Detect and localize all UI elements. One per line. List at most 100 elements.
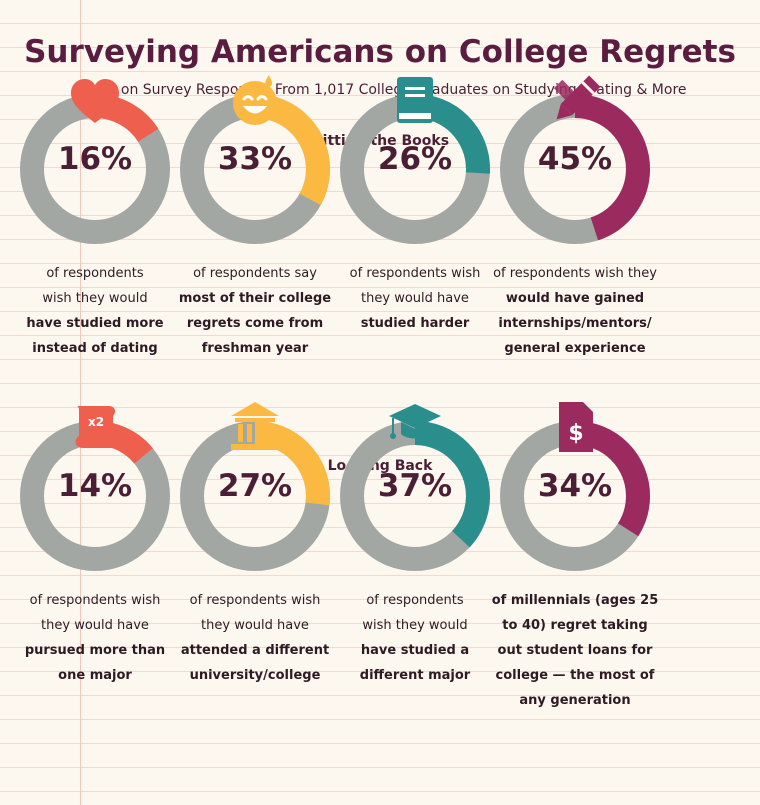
description-line: they would have bbox=[321, 286, 509, 311]
description-text: of respondents wish bbox=[349, 266, 481, 281]
description-text: of respondents say bbox=[193, 266, 317, 281]
stat-description: of respondents wish they would have studie… bbox=[321, 261, 509, 336]
description-line: of millennials (ages 25 bbox=[481, 588, 669, 613]
stat-card: x2 14% of respondents wish they would have p… bbox=[15, 406, 175, 736]
stat-card: $34% of millennials (ages 25 to 40) regret… bbox=[492, 402, 658, 736]
graduation-cap-icon bbox=[389, 404, 441, 439]
description-text: general experience bbox=[504, 341, 646, 356]
description-line: of respondents wish bbox=[321, 261, 509, 286]
description-line: of respondents wish bbox=[1, 588, 189, 613]
stat-card: 26% of respondents wish they would have stu… bbox=[335, 77, 495, 409]
description-line: would have gained bbox=[481, 286, 669, 311]
description-line: wish they would bbox=[1, 286, 189, 311]
description-text: out student loans for bbox=[497, 643, 653, 658]
percentage-value: 27% bbox=[217, 468, 293, 504]
stat-description: of respondents say most of their college r… bbox=[161, 261, 349, 361]
stat-description: of respondents wish they would have attend… bbox=[161, 588, 349, 688]
description-text: wish they would bbox=[362, 618, 468, 633]
description-line: any generation bbox=[481, 688, 669, 713]
smiley-sweat-icon bbox=[233, 75, 277, 125]
percentage-value: 33% bbox=[217, 141, 293, 177]
dollar-document-icon: $ bbox=[559, 402, 593, 452]
description-line: regrets come from bbox=[161, 311, 349, 336]
description-line: pursued more than bbox=[1, 638, 189, 663]
description-line: have studied a bbox=[321, 638, 509, 663]
stat-description: of respondents wish they would have studie… bbox=[1, 261, 189, 361]
description-text: have studied a bbox=[360, 643, 470, 658]
description-text: to 40) regret taking bbox=[502, 618, 648, 633]
description-text: one major bbox=[58, 668, 132, 683]
book-icon bbox=[397, 77, 433, 123]
page-subtitle: Based on Survey Responses From 1,017 Col… bbox=[73, 82, 687, 98]
stat-description: of respondents wish they would have pursue… bbox=[1, 588, 189, 688]
stat-description: of respondents wish they would have gaine… bbox=[481, 261, 669, 361]
description-text: most of their college bbox=[178, 291, 332, 306]
description-line: of respondents wish bbox=[161, 588, 349, 613]
description-text: of respondents wish they bbox=[493, 266, 657, 281]
percentage-value: 37% bbox=[377, 468, 453, 504]
description-line: university/college bbox=[161, 663, 349, 688]
university-building-icon bbox=[231, 402, 279, 450]
donut-value-arc bbox=[180, 421, 330, 571]
description-text: freshman year bbox=[201, 341, 309, 356]
stat-card: 27% of respondents wish they would have att… bbox=[175, 402, 335, 736]
description-text: internships/mentors/ bbox=[498, 316, 652, 331]
description-line: instead of dating bbox=[1, 336, 189, 361]
description-line: most of their college bbox=[161, 286, 349, 311]
description-line: college — the most of bbox=[481, 663, 669, 688]
description-text: they would have bbox=[41, 618, 149, 633]
pencil-icon bbox=[553, 75, 601, 120]
stat-card: 16% of respondents wish they would have stu… bbox=[15, 79, 175, 409]
description-text: college — the most of bbox=[495, 668, 655, 683]
description-line: of respondents wish they bbox=[481, 261, 669, 286]
description-line: wish they would bbox=[321, 613, 509, 638]
svg-text:x2: x2 bbox=[88, 415, 104, 429]
description-text: any generation bbox=[519, 693, 631, 708]
description-text: would have gained bbox=[505, 291, 645, 306]
description-line: general experience bbox=[481, 336, 669, 361]
description-text: different major bbox=[359, 668, 471, 683]
description-line: have studied more bbox=[1, 311, 189, 336]
description-line: internships/mentors/ bbox=[481, 311, 669, 336]
description-line: out student loans for bbox=[481, 638, 669, 663]
description-text: instead of dating bbox=[32, 341, 158, 356]
description-text: of millennials (ages 25 bbox=[491, 593, 659, 608]
description-text: studied harder bbox=[360, 316, 470, 331]
description-text: wish they would bbox=[42, 291, 148, 306]
stat-card: 45% of respondents wish they would have ga… bbox=[493, 75, 657, 409]
donut-chart bbox=[180, 421, 330, 571]
description-text: university/college bbox=[189, 668, 321, 683]
description-line: they would have bbox=[161, 613, 349, 638]
description-line: one major bbox=[1, 663, 189, 688]
svg-text:$: $ bbox=[568, 421, 583, 446]
scroll-x2-icon: x2 bbox=[75, 406, 116, 448]
percentage-value: 14% bbox=[57, 468, 133, 504]
description-text: of respondents bbox=[46, 266, 144, 281]
page-title: Surveying Americans on College Regrets bbox=[24, 34, 736, 70]
description-text: have studied more bbox=[26, 316, 164, 331]
description-line: they would have bbox=[1, 613, 189, 638]
percentage-value: 26% bbox=[377, 141, 453, 177]
description-line: of respondents bbox=[321, 588, 509, 613]
description-text: of respondents wish bbox=[29, 593, 161, 608]
description-text: of respondents wish bbox=[189, 593, 321, 608]
stat-card: 33% of respondents say most of their colle… bbox=[175, 75, 335, 409]
stat-description: of millennials (ages 25 to 40) regret tak… bbox=[481, 588, 669, 713]
description-line: to 40) regret taking bbox=[481, 613, 669, 638]
description-line: studied harder bbox=[321, 311, 509, 336]
description-text: attended a different bbox=[180, 643, 330, 658]
description-text: regrets come from bbox=[186, 316, 324, 331]
description-line: of respondents bbox=[1, 261, 189, 286]
description-line: attended a different bbox=[161, 638, 349, 663]
notebook-margin-line bbox=[80, 0, 81, 805]
percentage-value: 16% bbox=[57, 141, 133, 177]
description-text: they would have bbox=[201, 618, 309, 633]
description-line: freshman year bbox=[161, 336, 349, 361]
description-text: they would have bbox=[361, 291, 469, 306]
percentage-value: 34% bbox=[537, 468, 613, 504]
description-line: of respondents say bbox=[161, 261, 349, 286]
heart-icon bbox=[71, 79, 119, 123]
stat-description: of respondents wish they would have studie… bbox=[321, 588, 509, 688]
description-line: different major bbox=[321, 663, 509, 688]
description-text: of respondents bbox=[366, 593, 464, 608]
